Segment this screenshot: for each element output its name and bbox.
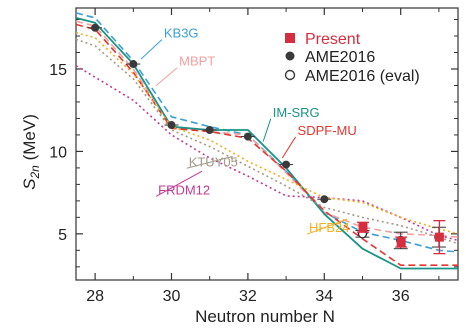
axis-titles: Neutron number N S2n (MeV) xyxy=(20,114,335,326)
x-tick-label: 36 xyxy=(392,288,410,305)
x-axis-label: Neutron number N xyxy=(195,307,335,326)
ame2016-point xyxy=(129,60,138,69)
series-label-leader-frdm12 xyxy=(155,170,203,197)
y-axis-label-main: S xyxy=(20,178,39,190)
plot-frame xyxy=(75,7,459,281)
series-label-kb3g: KB3G xyxy=(164,26,199,41)
series-line-mbpt xyxy=(75,20,459,238)
series-label-ktuy05: KTUY05 xyxy=(189,154,238,169)
series-line-kb3g xyxy=(75,12,459,253)
ame2016-point xyxy=(205,125,214,134)
y-axis-label-unit: (MeV) xyxy=(20,114,39,165)
legend-marker-ame2016-eval xyxy=(284,69,296,81)
x-tick-label: 30 xyxy=(163,288,181,305)
series-label-leader-hfb24 xyxy=(306,218,348,235)
series-line-frdm12 xyxy=(75,65,459,242)
present-point xyxy=(396,237,406,247)
x-tick-label: 32 xyxy=(239,288,257,305)
series-labels-layer: KB3G MBPT IM-SRG SDPF-MU KTUY05 FRDM12 HFB24 xyxy=(140,26,357,235)
present-point xyxy=(358,222,368,232)
legend-marker-ame2016 xyxy=(285,51,295,61)
series-label-leader-ktuy05 xyxy=(186,155,233,169)
series-label-mbpt: MBPT xyxy=(179,54,215,69)
legend-label: AME2016 xyxy=(305,49,375,66)
series-layer xyxy=(75,12,459,270)
y-axis-label-sub: 2n xyxy=(28,165,42,180)
ame2016-point xyxy=(320,195,329,204)
legend-label: Present xyxy=(305,31,361,48)
y-tick-label: 10 xyxy=(49,144,67,161)
legend-label: AME2016 (eval) xyxy=(305,68,420,85)
series-line-im-srg xyxy=(75,17,458,270)
points-layer xyxy=(88,23,446,255)
series-label-leader-mbpt xyxy=(155,67,178,86)
series-label-sdpf-mu: SDPF-MU xyxy=(298,123,357,138)
x-tick-label: 34 xyxy=(315,288,333,305)
present-point xyxy=(434,232,444,242)
series-line-sdpf-mu xyxy=(75,23,458,266)
series-label-leader-im-srg xyxy=(262,118,272,142)
series-label-frdm12: FRDM12 xyxy=(158,182,210,197)
y-tick-label: 5 xyxy=(58,227,67,244)
ame2016-point xyxy=(167,121,176,130)
axes-group: 28 30 32 34 36 5 10 15 xyxy=(49,7,459,305)
series-label-leader-kb3g xyxy=(140,39,163,60)
series-line-ktuy05 xyxy=(75,38,459,245)
ame2016-point xyxy=(91,23,100,32)
legend-marker-present xyxy=(285,33,295,43)
x-tick-label: 28 xyxy=(86,288,104,305)
series-label-leader-sdpf-mu xyxy=(281,136,296,159)
series-label-im-srg: IM-SRG xyxy=(273,105,320,120)
y-axis-label: S2n (MeV) xyxy=(20,114,42,190)
series-label-hfb24: HFB24 xyxy=(309,220,349,235)
ame2016-point xyxy=(282,160,291,169)
y-tick-label: 15 xyxy=(49,62,67,79)
ame2016-point xyxy=(243,132,252,141)
